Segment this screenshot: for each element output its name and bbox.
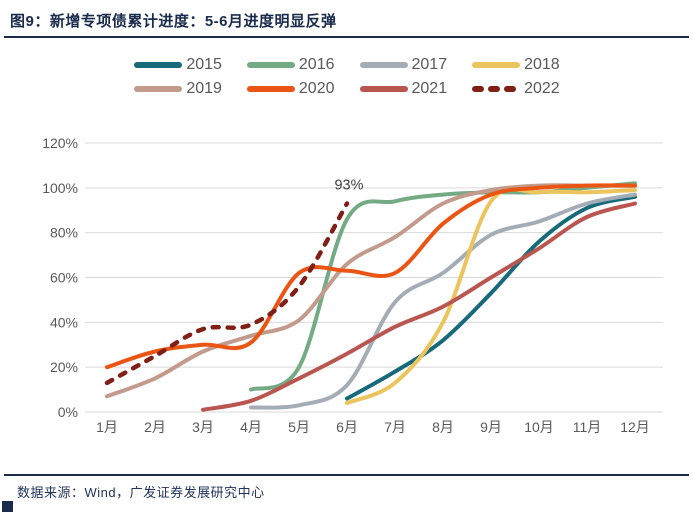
legend-item-2015: 2015 [133,56,222,74]
x-axis-label: 4月 [240,419,262,435]
legend-swatch-2018 [472,62,521,68]
y-axis-label: 40% [50,314,78,330]
legend-item-2018: 2018 [471,56,560,74]
legend-item-2016: 2016 [246,56,335,74]
legend-item-2020: 2020 [246,80,335,98]
legend-label-2015: 2015 [186,56,222,73]
series-line-2021 [201,201,637,412]
legend-label-2022: 2022 [524,80,560,97]
x-axis-label: 6月 [336,419,358,435]
legend-swatch-2022 [472,86,521,92]
y-axis-label: 80% [50,225,78,241]
x-axis-label: 2月 [144,419,166,435]
legend-label-2021: 2021 [411,80,448,97]
x-axis-label: 5月 [288,419,310,435]
chart-legend: 2015 2016 2017 2018 2019 2020 2021 2022 [0,56,693,98]
y-axis-label: 60% [50,269,78,285]
legend-label-2020: 2020 [298,80,335,97]
series-line-2015 [345,194,637,401]
legend-item-2022: 2022 [471,80,560,98]
legend-swatch-2019 [134,86,183,92]
legend-item-2019: 2019 [133,80,222,98]
series-line-2019 [105,183,637,399]
x-axis-label: 7月 [384,419,406,435]
y-axis-label: 120% [42,135,78,151]
x-axis-label: 1月 [96,419,118,435]
series-line-2022 [104,201,350,386]
figure-title: 图9：新增专项债累计进度：5-6月进度明显反弹 [10,13,337,30]
y-axis-label: 0% [58,404,78,420]
legend-row: 2015 2016 2017 2018 [133,56,560,74]
legend-row: 2019 2020 2021 2022 [133,80,560,98]
legend-swatch-2020 [246,86,295,92]
legend-label-2016: 2016 [298,56,335,73]
legend-swatch-2016 [246,62,295,68]
legend-swatch-2017 [359,62,408,68]
series-line-2020 [105,183,637,370]
x-axis-label: 3月 [192,419,214,435]
legend-swatch-2015 [134,62,183,68]
title-divider [4,36,689,38]
y-axis-label: 20% [50,359,78,375]
x-axis-label: 8月 [432,419,454,435]
series-line-2018 [345,187,637,406]
annotation-label: 93% [334,178,363,194]
data-source-note: 数据来源：Wind，广发证券发展研究中心 [17,485,265,500]
legend-label-2019: 2019 [186,80,222,97]
legend-item-2021: 2021 [359,80,448,98]
footer-divider [4,474,689,476]
x-axis-label: 12月 [620,419,650,435]
x-axis-label: 11月 [573,419,602,435]
legend-label-2018: 2018 [524,56,560,73]
legend-item-2017: 2017 [359,56,448,74]
line-chart-canvas: 0% 20% 40% 60% 80% 100% 120% 1月 2月 3月 4月 5月 6月 7月 8月 9月… [42,135,663,435]
x-axis-label: 9月 [480,419,502,435]
footer-logo-square [2,501,13,512]
series-line-2017 [249,192,637,410]
y-axis-label: 100% [42,180,78,196]
legend-label-2017: 2017 [411,56,448,73]
legend-swatch-2021 [359,86,408,92]
x-axis-label: 10月 [524,419,554,435]
